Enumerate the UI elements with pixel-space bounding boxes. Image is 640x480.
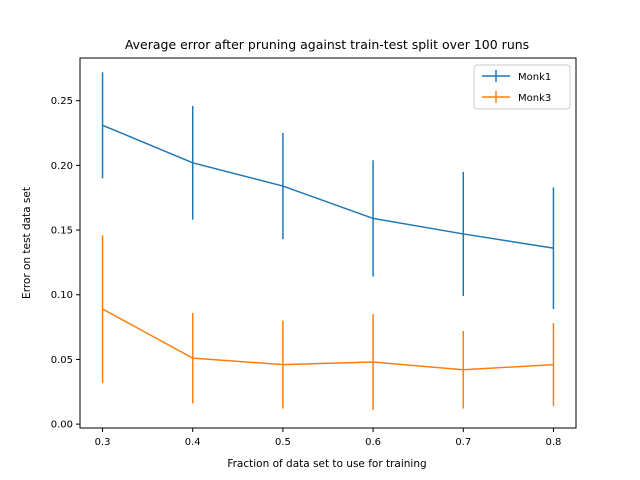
x-tick-label: 0.4 [185, 437, 201, 448]
y-tick-label: 0.10 [51, 290, 73, 301]
x-axis-ticks: 0.3 0.4 0.5 0.6 0.7 0.8 [95, 428, 562, 448]
series-line-monk3 [102, 308, 554, 371]
series-line-monk1 [102, 124, 554, 249]
plot-area [79, 57, 577, 429]
legend-label: Monk1 [518, 72, 551, 83]
axes-frame [79, 57, 577, 429]
legend-item-monk1: Monk1 [482, 70, 551, 83]
x-tick-label: 0.7 [455, 437, 471, 448]
x-tick-label: 0.3 [95, 437, 111, 448]
y-tick-label: 0.25 [51, 96, 73, 107]
y-axis-ticks: 0.00 0.05 0.10 0.15 0.20 0.25 [51, 96, 80, 431]
x-tick-label: 0.5 [275, 437, 291, 448]
y-tick-label: 0.00 [51, 420, 73, 431]
legend-label: Monk3 [518, 93, 551, 104]
x-tick-label: 0.8 [546, 437, 562, 448]
y-tick-label: 0.15 [51, 226, 73, 237]
series-monk3 [101, 235, 555, 410]
chart-title: Average error after pruning against trai… [125, 37, 529, 52]
y-tick-label: 0.20 [51, 161, 73, 172]
x-axis-title: Fraction of data set to use for training [227, 458, 426, 470]
x-tick-label: 0.6 [365, 437, 381, 448]
y-axis-title: Error on test data set [21, 187, 33, 299]
y-tick-label: 0.05 [51, 355, 73, 366]
legend-item-monk3: Monk3 [482, 91, 551, 104]
series-monk1 [101, 72, 555, 309]
legend: Monk1 Monk3 [473, 64, 571, 110]
